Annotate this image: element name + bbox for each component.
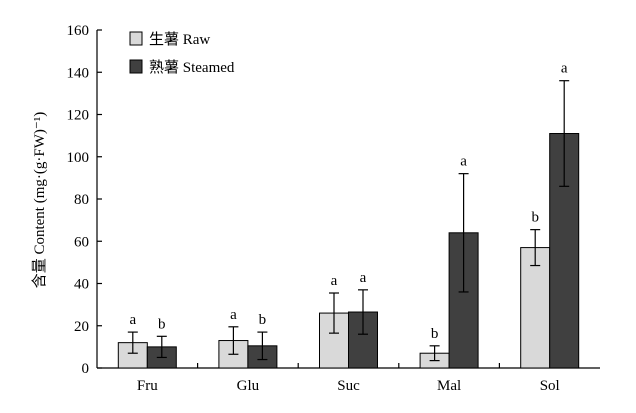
y-axis-label: 含量 Content (mg·(g·FW)⁻¹)	[31, 112, 48, 289]
y-tick-label: 100	[67, 150, 90, 166]
x-tick-label: Sol	[540, 378, 560, 394]
significance-letter: b	[431, 326, 439, 342]
significance-letter: b	[531, 210, 539, 226]
y-tick-label: 0	[82, 361, 90, 377]
significance-letter: a	[360, 270, 367, 286]
significance-letter: b	[158, 316, 166, 332]
significance-letter: a	[561, 61, 568, 77]
y-tick-label: 80	[74, 192, 89, 208]
legend-label: 生薯 Raw	[149, 31, 210, 48]
y-tick-label: 140	[67, 65, 90, 81]
legend: 生薯 Raw 熟薯 Steamed	[129, 31, 235, 76]
bars	[117, 133, 580, 369]
significance-letter: a	[129, 312, 136, 328]
x-tick-label: Mal	[437, 378, 461, 394]
x-tick-label: Fru	[137, 378, 158, 394]
x-tick-label: Glu	[237, 378, 260, 394]
y-tick-label: 120	[67, 108, 90, 124]
significance-letter: a	[230, 307, 237, 323]
axes: 0 20 40 60 80 100 120 140 160 Fru Glu Suc Mal Sol	[67, 23, 600, 394]
significance-letter: b	[259, 312, 267, 328]
legend-swatch	[129, 59, 143, 74]
y-tick-label: 40	[74, 277, 89, 293]
x-tick-label: Suc	[337, 378, 360, 394]
y-tick-label: 160	[67, 23, 90, 39]
y-tick-label: 20	[74, 319, 89, 335]
significance-letter: a	[460, 154, 467, 170]
error-bars	[127, 80, 570, 362]
significance-letter: a	[331, 273, 338, 289]
bar	[520, 247, 551, 369]
y-tick-label: 60	[74, 234, 89, 250]
legend-label: 熟薯 Steamed	[149, 59, 235, 76]
significance-letters: a b a b a a b a b a	[129, 61, 567, 342]
legend-swatch	[129, 31, 143, 46]
